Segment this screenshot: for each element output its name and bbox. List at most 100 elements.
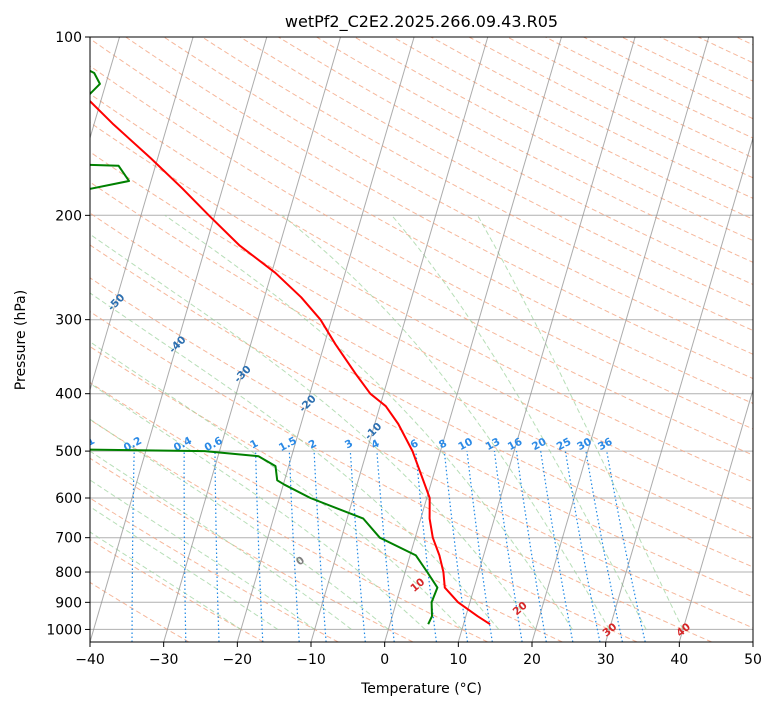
isotherm-line [163, 37, 341, 642]
moist-adiabat-label: 0 [294, 554, 307, 568]
mixing-ratio-label: 3 [343, 437, 355, 451]
chart-axes: −40 −30 −20 −10 0 10 20 30 40 5010009008007006005… [46, 30, 762, 668]
dry-adiabat-line [239, 37, 753, 308]
x-tick-label: 30 [597, 652, 615, 668]
dewpoint-profile-line [90, 448, 439, 625]
x-tick-label: 0 [380, 652, 389, 668]
moist-adiabat-line [90, 418, 389, 630]
dry-adiabat-line [90, 311, 712, 642]
dry-adiabat-line [430, 37, 753, 199]
mixing-ratio-line [255, 451, 264, 642]
mixing-ratio-line [349, 451, 366, 642]
moist-adiabat-line [90, 292, 500, 630]
dry-adiabat-line [90, 277, 753, 629]
moist-adiabat-label: 40 [674, 621, 693, 640]
isotherm-label: -10 [363, 420, 385, 442]
dry-adiabat-line [90, 38, 753, 405]
moist-adiabat-line [90, 531, 242, 630]
plot-frame [89, 36, 754, 643]
temperature-profile-line [90, 99, 491, 626]
mixing-ratio-label: 36 [596, 436, 615, 453]
moist-adiabat-line [90, 450, 352, 630]
moist-adiabat-line [90, 479, 315, 630]
mixing-ratio-label: 10 [456, 436, 475, 453]
dry-adiabat-line [278, 37, 753, 286]
dry-adiabat-line [90, 93, 753, 456]
y-tick-label: 700 [55, 531, 82, 547]
x-tick-label: 50 [744, 652, 762, 668]
chart-title: wetPf2_C2E2.2025.266.09.43.R05 [285, 12, 558, 32]
y-tick-label: 500 [55, 444, 82, 460]
mixing-ratio-label: 16 [506, 436, 525, 453]
y-tick-label: 200 [55, 208, 82, 224]
dry-adiabat-line [90, 181, 753, 539]
dry-adiabat-line [735, 37, 753, 46]
mixing-ratio-line [415, 451, 437, 642]
y-tick-label: 1000 [46, 622, 82, 638]
dry-adiabat-line [90, 381, 563, 642]
y-tick-label: 300 [55, 313, 82, 329]
isotherm-line [384, 37, 562, 642]
dry-adiabat-line [90, 419, 488, 642]
isotherm-line [678, 388, 753, 642]
dry-adiabat-line [621, 37, 753, 101]
mixing-ratio-line [183, 451, 187, 642]
x-tick-label: 20 [523, 652, 541, 668]
dry-adiabat-line [697, 37, 753, 64]
isotherm-label: -30 [232, 363, 254, 385]
x-tick-label: 10 [449, 652, 467, 668]
mixing-ratio-line [493, 451, 523, 642]
x-tick-label: −40 [75, 652, 105, 668]
moist-adiabat-label: 30 [600, 621, 619, 640]
x-tick-label: −30 [149, 652, 179, 668]
isotherm-line [457, 37, 636, 642]
mixing-ratio-label: 25 [555, 436, 574, 453]
dry-adiabat-line [201, 37, 753, 332]
mixing-ratio-line [515, 451, 547, 642]
isotherm-line [90, 37, 268, 642]
chart-line-labels: 0.10.20.40.611.52346810131620253036-100-… [0, 192, 693, 640]
x-tick-label: −10 [296, 652, 326, 668]
dry-adiabat-line [90, 345, 638, 642]
isotherm-line [531, 37, 710, 642]
dry-adiabat-line [90, 497, 339, 642]
y-tick-label: 900 [55, 595, 82, 611]
dry-adiabat-line [392, 37, 753, 220]
mixing-ratio-line [313, 451, 327, 642]
dry-adiabat-line [163, 37, 753, 355]
mixing-ratio-line [466, 451, 493, 642]
mixing-ratio-label: 1 [248, 437, 260, 451]
isotherm-line [310, 37, 489, 642]
moist-adiabat-line [477, 215, 684, 630]
isotherm-line [752, 640, 753, 642]
mixing-ratio-label: 30 [575, 436, 594, 453]
dry-adiabat-line [90, 244, 753, 598]
x-tick-label: 40 [670, 652, 688, 668]
dry-adiabat-line [90, 121, 753, 483]
mixing-ratio-line [82, 451, 88, 642]
mixing-ratio-line [443, 451, 469, 642]
y-tick-label: 400 [55, 387, 82, 403]
mixing-ratio-line [585, 450, 623, 642]
x-axis-label: Temperature (°C) [360, 681, 482, 697]
y-tick-label: 600 [55, 491, 82, 507]
isotherm-line [236, 37, 415, 642]
mixing-ratio-label: 2 [307, 437, 319, 451]
chart-series-layer [90, 69, 491, 626]
isotherm-label: -70 [0, 192, 9, 214]
moist-adiabat-line [90, 382, 426, 630]
mixing-ratio-line [606, 450, 646, 642]
mixing-ratio-line [376, 451, 395, 642]
moist-adiabat-line [90, 506, 279, 630]
dry-adiabat-line [125, 37, 753, 380]
dry-adiabat-line [583, 37, 753, 120]
mixing-ratio-line [564, 451, 601, 642]
moist-adiabat-line [281, 214, 610, 630]
dry-adiabat-line [90, 538, 264, 642]
isotherm-line [605, 136, 753, 642]
moist-adiabat-line [391, 214, 647, 630]
mixing-ratio-label: 13 [484, 436, 503, 453]
isotherm-label: -40 [167, 334, 189, 356]
mixing-ratio-line [540, 451, 574, 642]
